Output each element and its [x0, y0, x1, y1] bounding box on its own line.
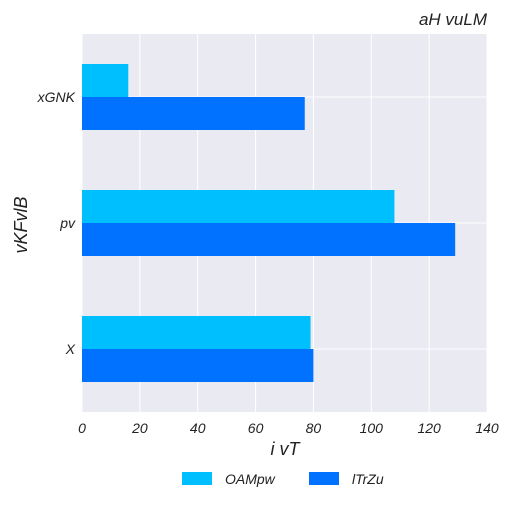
x-tick-label: 100 [360, 420, 384, 436]
y-tick-labels: xGNK pv X [37, 89, 76, 357]
bar-lTrZu-pv [82, 223, 456, 256]
legend-swatch-OAMpw [182, 472, 212, 485]
y-axis-title: vKFvlB [11, 196, 31, 253]
bars [82, 64, 456, 382]
x-tick-label: 0 [78, 420, 86, 436]
x-tick-label: 40 [190, 420, 206, 436]
legend-label-OAMpw: OAMpw [225, 471, 276, 487]
y-tick-label: X [65, 341, 76, 357]
bar-OAMpw-X [82, 316, 311, 349]
x-tick-label: 20 [131, 420, 148, 436]
legend: OAMpw lTrZu [182, 471, 384, 487]
x-tick-label: 140 [475, 420, 499, 436]
y-tick-label: pv [59, 215, 76, 231]
bar-lTrZu-xGNK [82, 97, 305, 130]
x-tick-label: 120 [417, 420, 441, 436]
x-tick-labels: 0 20 40 60 80 100 120 140 [78, 420, 499, 436]
legend-label-lTrZu: lTrZu [352, 471, 384, 487]
y-tick-label: xGNK [37, 89, 76, 105]
x-tick-label: 80 [306, 420, 322, 436]
bar-OAMpw-pv [82, 190, 395, 223]
bar-OAMpw-xGNK [82, 64, 129, 97]
legend-swatch-lTrZu [309, 472, 339, 485]
bar-lTrZu-X [82, 349, 314, 382]
chart-title: aH vuLM [419, 10, 488, 29]
x-axis-title: i vT [271, 439, 302, 459]
x-tick-label: 60 [248, 420, 264, 436]
